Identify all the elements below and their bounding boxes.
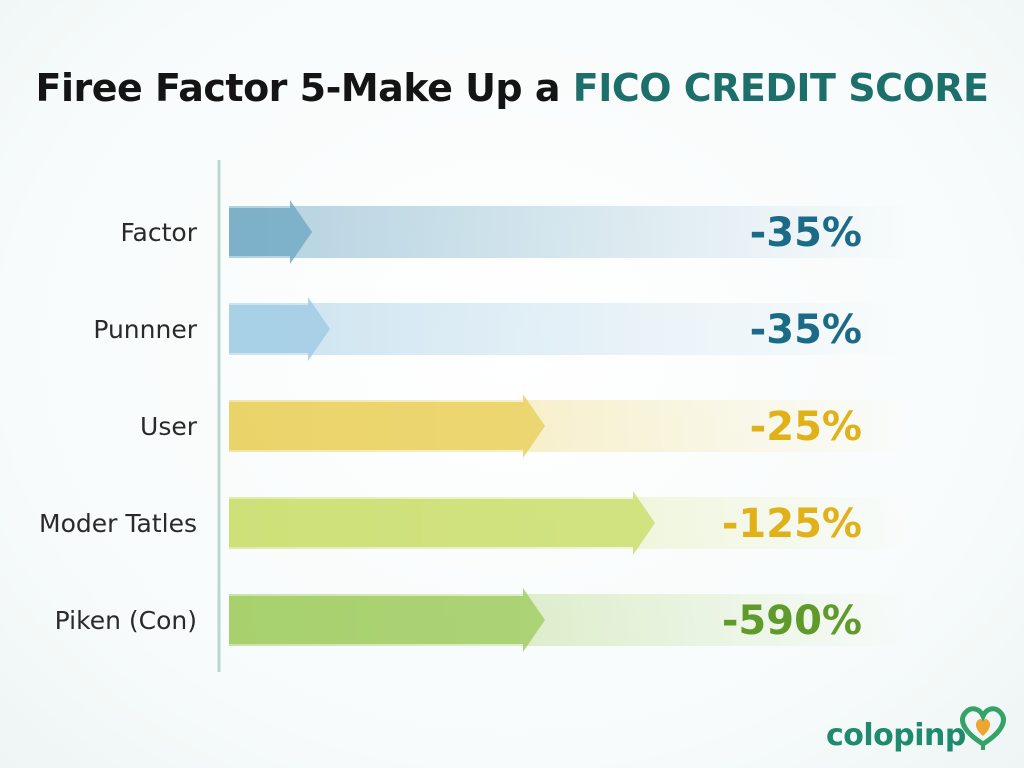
value-label: -590% (722, 598, 862, 644)
heart-leaf-icon (960, 706, 1006, 750)
value-labels: -35% -35% -25% -125% -590% (722, 210, 862, 644)
bar (229, 588, 545, 652)
bar (229, 297, 330, 361)
bar-chart: Factor Punnner User Moder Tatles Piken (Con)… (39, 160, 910, 672)
value-label: -125% (722, 501, 862, 547)
chart-title: Firee Factor 5-Make Up a FICO CREDIT SCO… (0, 66, 1024, 110)
brand-logo: colopinp (826, 700, 1016, 760)
bar-fade-band (229, 303, 910, 355)
category-labels: Factor Punnner User Moder Tatles Piken (Con) (39, 218, 198, 635)
category-label: Piken (Con) (55, 606, 197, 635)
bar (229, 491, 655, 555)
bar (229, 200, 312, 264)
chart-title-main: Firee Factor 5-Make Up a (35, 66, 573, 110)
category-label: User (140, 412, 198, 441)
bar-fade-band (229, 206, 910, 258)
category-label: Punnner (93, 315, 197, 344)
bar (229, 394, 545, 458)
category-label: Moder Tatles (39, 509, 197, 538)
chart-title-accent: FICO CREDIT SCORE (572, 66, 989, 110)
category-label: Factor (120, 218, 197, 247)
value-label: -35% (750, 210, 862, 256)
logo-text: colopinp (826, 718, 966, 753)
bars-group (229, 200, 910, 652)
value-label: -25% (750, 404, 862, 450)
value-label: -35% (750, 307, 862, 353)
